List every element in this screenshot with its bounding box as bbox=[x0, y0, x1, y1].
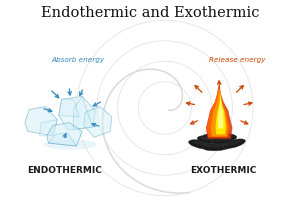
Ellipse shape bbox=[221, 134, 235, 137]
Ellipse shape bbox=[215, 137, 232, 141]
Text: Absorb energy: Absorb energy bbox=[51, 57, 104, 63]
Ellipse shape bbox=[188, 140, 214, 149]
Polygon shape bbox=[40, 120, 57, 136]
Polygon shape bbox=[74, 96, 93, 130]
Ellipse shape bbox=[205, 134, 219, 137]
Text: EXOTHERMIC: EXOTHERMIC bbox=[190, 166, 257, 175]
Polygon shape bbox=[84, 106, 112, 137]
Ellipse shape bbox=[203, 142, 232, 151]
Ellipse shape bbox=[207, 143, 229, 148]
Text: Release energy: Release energy bbox=[209, 57, 266, 63]
Ellipse shape bbox=[192, 141, 211, 146]
Polygon shape bbox=[206, 85, 232, 139]
Polygon shape bbox=[59, 99, 79, 117]
Ellipse shape bbox=[213, 136, 235, 144]
Text: Endothermic and Exothermic: Endothermic and Exothermic bbox=[41, 6, 259, 20]
Polygon shape bbox=[211, 88, 228, 136]
Ellipse shape bbox=[225, 140, 242, 146]
Ellipse shape bbox=[223, 139, 245, 148]
Polygon shape bbox=[218, 96, 224, 129]
Polygon shape bbox=[48, 133, 76, 146]
Text: ENDOTHERMIC: ENDOTHERMIC bbox=[27, 166, 102, 175]
Ellipse shape bbox=[219, 133, 237, 140]
Ellipse shape bbox=[202, 133, 221, 140]
Polygon shape bbox=[207, 86, 230, 137]
Polygon shape bbox=[47, 123, 82, 146]
Ellipse shape bbox=[200, 137, 215, 141]
Polygon shape bbox=[59, 96, 95, 130]
Ellipse shape bbox=[197, 136, 218, 143]
Polygon shape bbox=[25, 106, 57, 136]
Polygon shape bbox=[215, 92, 226, 134]
Ellipse shape bbox=[44, 139, 97, 150]
